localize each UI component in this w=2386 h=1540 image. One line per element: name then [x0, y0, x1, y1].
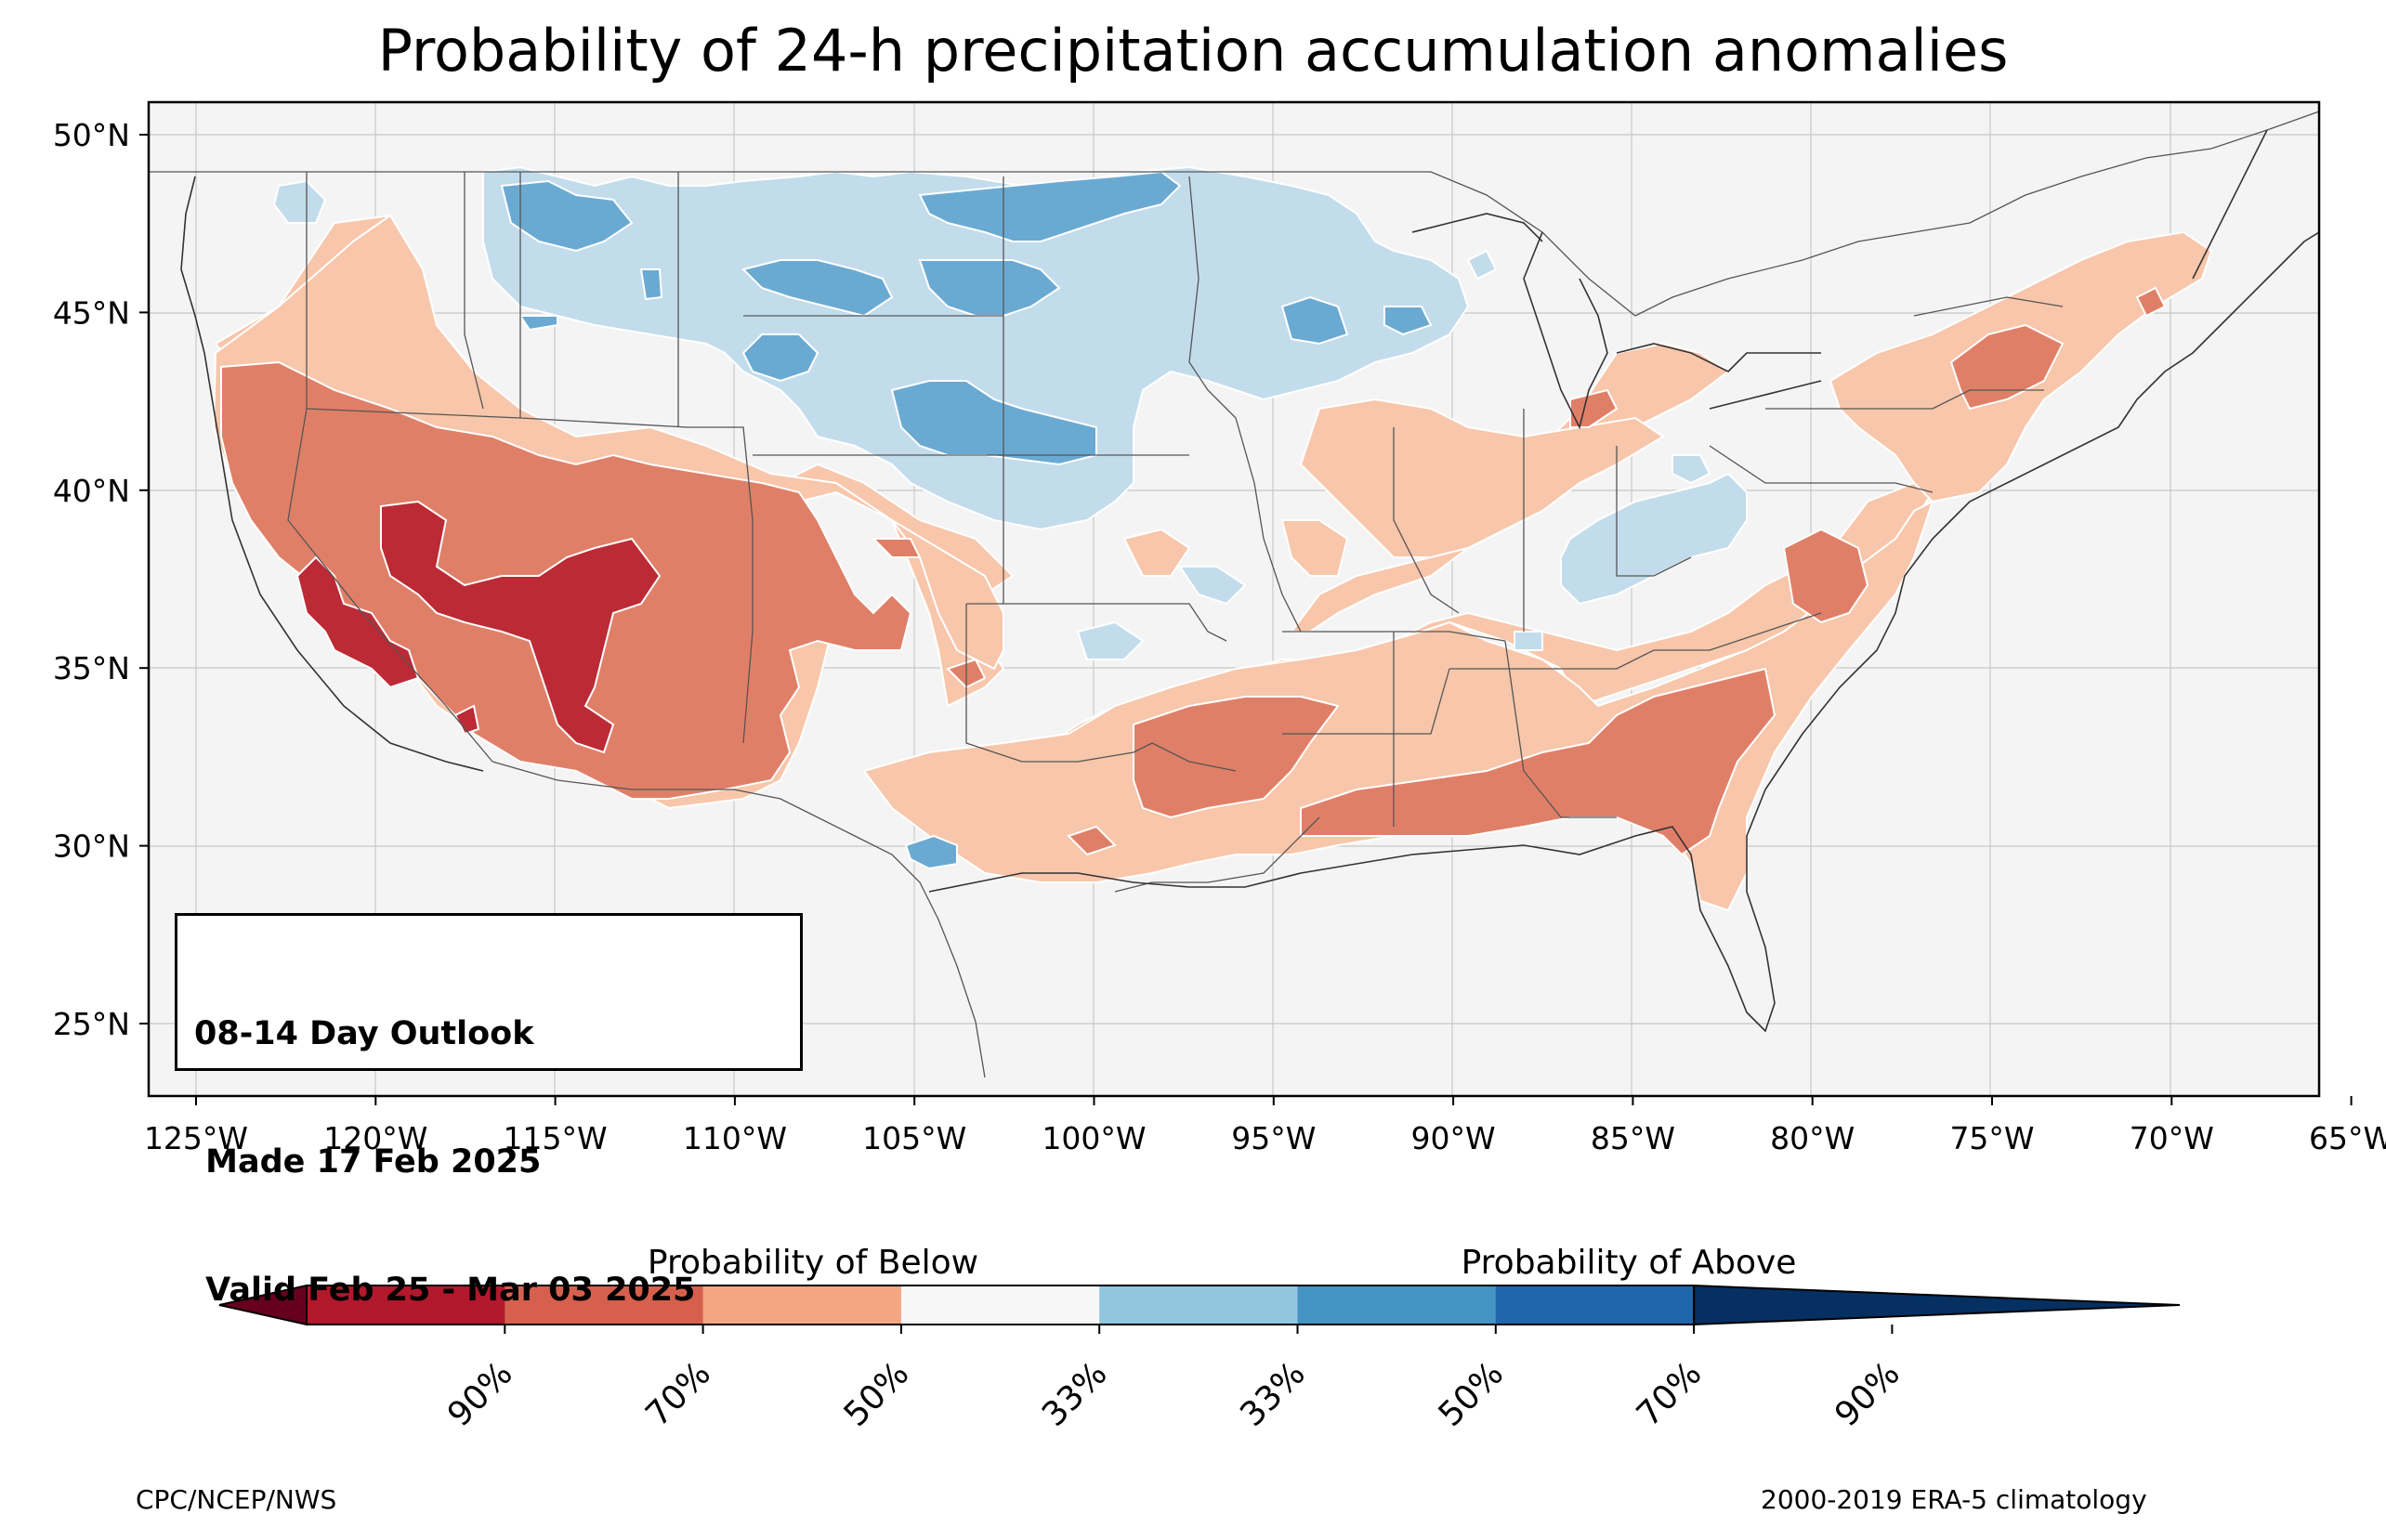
map-layers: [149, 102, 2319, 1096]
lat-tick-label: 30°N: [53, 829, 130, 865]
colorbar-segment: [900, 1286, 1100, 1325]
colorbar-segment: [1495, 1286, 1695, 1325]
lon-tick-label: 100°W: [1042, 1120, 1146, 1156]
lat-tick-label: 25°N: [53, 1006, 130, 1042]
colorbar-tick-label: 50%: [837, 1354, 917, 1434]
colorbar-tick-label: 33%: [1035, 1354, 1115, 1434]
above-50-regions: [500, 170, 1433, 870]
colorbar-tick-label: 90%: [1828, 1354, 1907, 1434]
lon-tick-label: 85°W: [1591, 1120, 1675, 1156]
lon-tick-label: 95°W: [1231, 1120, 1316, 1156]
lon-tick-label: 65°W: [2309, 1120, 2386, 1156]
colorbar-segment: [1099, 1286, 1298, 1325]
latitude-ticks: 50°N 45°N 40°N 35°N 30°N 25°N: [53, 117, 149, 1042]
lon-tick-label: 120°W: [323, 1120, 427, 1156]
colorbar-segment: [1297, 1286, 1497, 1325]
colorbar: Probability of Below Probability of Abov…: [218, 1244, 2181, 1434]
lat-tick-label: 40°N: [53, 473, 130, 509]
lon-tick-label: 125°W: [144, 1120, 248, 1156]
lon-tick-label: 115°W: [504, 1120, 608, 1156]
lat-tick-label: 45°N: [53, 294, 130, 331]
colorbar-extend-right: [1693, 1284, 2181, 1326]
colorbar-above-label: Probability of Above: [1462, 1244, 1797, 1282]
colorbar-tick-label: 50%: [1432, 1354, 1512, 1434]
lat-tick-label: 50°N: [53, 117, 130, 153]
colorbar-segment: [307, 1286, 505, 1325]
map-frame: [147, 100, 2321, 1098]
outlook-info-box: 08-14 Day Outlook Made 17 Feb 2025 Valid…: [175, 913, 803, 1309]
credit-climatology: 2000-2019 ERA-5 climatology: [1761, 1484, 2147, 1515]
coastline: [180, 129, 2319, 1033]
lon-tick-label: 80°W: [1770, 1120, 1855, 1156]
borders: [149, 111, 2319, 1078]
colorbar-segment: [702, 1286, 902, 1325]
colorbar-tick-label: 33%: [1233, 1354, 1313, 1434]
credit-agency: CPC/NCEP/NWS: [136, 1484, 337, 1515]
lon-tick-label: 90°W: [1411, 1120, 1496, 1156]
colorbar-segment: [505, 1286, 704, 1325]
outlook-made-date: Made 17 Feb 2025: [194, 1143, 542, 1181]
longitude-ticks: 125°W 120°W 115°W 110°W 105°W 100°W 95°W 90°W 85…: [144, 1096, 2386, 1156]
lat-tick-label: 35°N: [53, 650, 130, 686]
lon-tick-label: 70°W: [2130, 1120, 2214, 1156]
colorbar-below-label: Probability of Below: [648, 1244, 978, 1282]
outlook-period: 08-14 Day Outlook: [194, 1015, 534, 1052]
colorbar-tick-label: 90%: [440, 1354, 520, 1434]
map-title: Probability of 24-h precipitation accumu…: [377, 17, 2009, 85]
colorbar-tick-label: 70%: [1630, 1354, 1710, 1434]
outlook-valid-range: Valid Feb 25 - Mar 03 2025: [194, 1272, 696, 1309]
lon-tick-label: 110°W: [683, 1120, 787, 1156]
above-33-regions: [272, 165, 1748, 660]
below-70-regions: [295, 500, 662, 754]
lon-tick-label: 105°W: [862, 1120, 966, 1156]
colorbar-tick-label: 70%: [638, 1354, 718, 1434]
lon-tick-label: 75°W: [1949, 1120, 2034, 1156]
